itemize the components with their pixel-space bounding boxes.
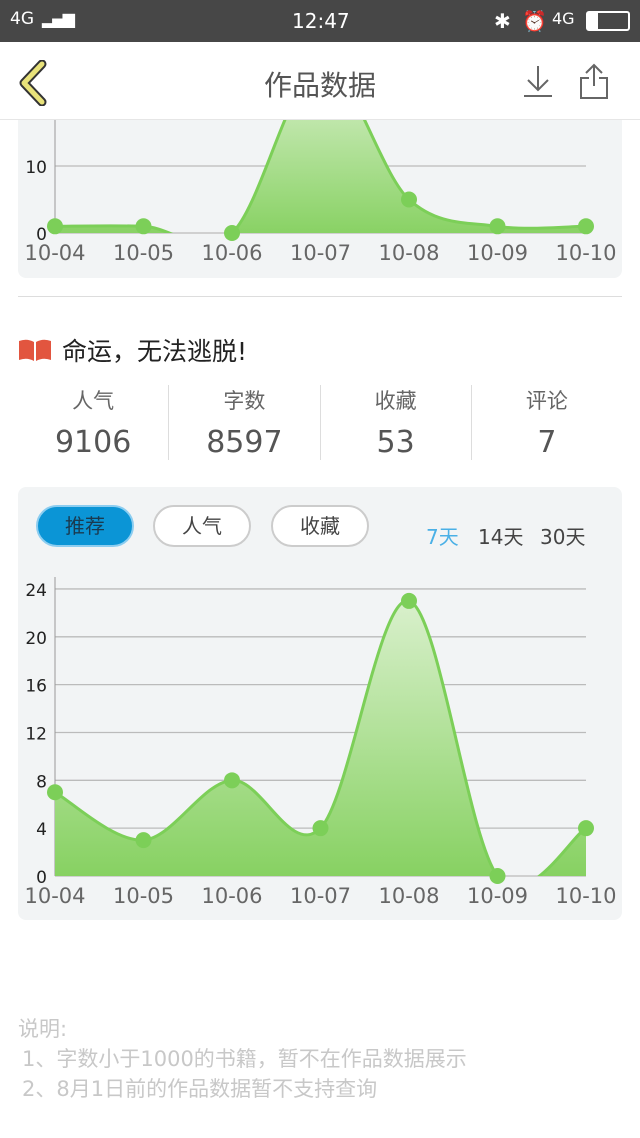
data-point — [135, 832, 152, 849]
data-point — [401, 191, 417, 208]
y-tick-label: 20 — [25, 629, 47, 649]
share-icon[interactable] — [578, 62, 610, 100]
x-tick-label: 10-06 — [201, 241, 262, 265]
y-tick-label: 12 — [25, 724, 47, 744]
chart-card: 推荐 人气 收藏 7天 14天 30天 0 4 8 12 16 20 24 10-04 10-0… — [18, 487, 622, 920]
series-area-group — [54, 599, 587, 876]
status-bar: 4G ▂▄▆ 12:47 ✱ ⏰ 4G — [0, 0, 640, 42]
top-chart-card: 0 10 10-04 10-05 10-06 10-07 10-08 10-09 10-10 — [18, 100, 622, 278]
stat-value: 9106 — [54, 425, 132, 460]
y-tick-label: 10 — [25, 158, 47, 178]
signal-icon: ▂▄▆ — [42, 9, 75, 28]
notes-title: 说明: — [18, 1017, 68, 1041]
tab-recommend[interactable]: 推荐 — [36, 505, 134, 547]
y-tick-label: 8 — [36, 772, 47, 792]
header: 作品数据 — [0, 42, 640, 120]
x-tick-label: 10-10 — [555, 884, 616, 908]
data-point — [578, 820, 594, 837]
bluetooth-icon: ✱ — [494, 9, 511, 33]
series-area — [55, 600, 586, 876]
stat-label: 人气 — [72, 389, 115, 413]
stat-favorites: 收藏 53 — [319, 385, 471, 460]
note-item: 2、8月1日前的作品数据暂不支持查询 — [22, 1077, 378, 1101]
stats-row: 人气 9106 字数 8597 收藏 53 评论 7 — [18, 385, 622, 460]
stat-label: 评论 — [525, 389, 568, 413]
data-point — [578, 218, 594, 235]
data-point — [312, 820, 329, 837]
stat-popularity: 人气 9106 — [18, 385, 168, 460]
book-title-row: 命运，无法逃脱! — [18, 332, 247, 368]
network-indicator-right: 4G — [552, 9, 575, 28]
book-title: 命运，无法逃脱! — [62, 337, 248, 366]
x-tick-label: 10-04 — [24, 241, 85, 265]
clock: 12:47 — [292, 9, 350, 33]
stat-comments: 评论 7 — [470, 385, 622, 460]
chevron-left-icon[interactable] — [18, 60, 48, 106]
data-point — [47, 784, 63, 801]
range-14-days[interactable]: 14天 — [478, 525, 524, 549]
stat-label: 字数 — [223, 389, 266, 413]
data-point — [489, 868, 506, 884]
note-item: 1、字数小于1000的书籍，暂不在作品数据展示 — [22, 1047, 467, 1071]
series-area-group — [54, 100, 587, 233]
recommend-chart: 0 4 8 12 16 20 24 10-04 10-05 10-06 10-07 10-08 10-0… — [24, 577, 617, 908]
x-tick-label: 10-09 — [467, 241, 528, 265]
top-chart: 0 10 10-04 10-05 10-06 10-07 10-08 10-09 10-10 — [24, 100, 617, 265]
y-tick-label: 24 — [25, 581, 47, 601]
download-icon[interactable] — [522, 64, 554, 98]
page-title: 作品数据 — [263, 69, 376, 102]
notes: 说明: 1、字数小于1000的书籍，暂不在作品数据展示 2、8月1日前的作品数据… — [18, 1014, 467, 1104]
y-tick-label: 4 — [36, 820, 47, 840]
x-tick-label: 10-05 — [113, 241, 174, 265]
alarm-icon: ⏰ — [522, 9, 547, 33]
x-tick-label: 10-09 — [467, 884, 528, 908]
x-tick-label: 10-04 — [24, 884, 85, 908]
x-tick-label: 10-06 — [201, 884, 262, 908]
data-point — [135, 218, 152, 235]
stat-word-count: 字数 8597 — [168, 385, 319, 460]
stat-value: 8597 — [206, 425, 283, 460]
data-point — [224, 772, 240, 789]
x-tick-label: 10-07 — [290, 241, 351, 265]
stat-label: 收藏 — [374, 389, 417, 413]
data-point — [224, 225, 240, 241]
x-tick-label: 10-05 — [113, 884, 174, 908]
x-tick-label: 10-07 — [290, 884, 351, 908]
divider — [18, 296, 622, 297]
y-tick-label: 16 — [25, 677, 47, 697]
y-tick-label: 0 — [36, 868, 47, 888]
series-area — [55, 100, 586, 233]
data-point — [401, 592, 417, 609]
data-point — [489, 218, 506, 235]
tab-favorites[interactable]: 收藏 — [271, 505, 369, 547]
x-tick-label: 10-08 — [378, 884, 439, 908]
x-tick-label: 10-08 — [378, 241, 439, 265]
tab-popularity[interactable]: 人气 — [153, 505, 251, 547]
book-icon — [19, 339, 51, 361]
range-30-days[interactable]: 30天 — [540, 525, 586, 549]
x-tick-label: 10-10 — [555, 241, 616, 265]
y-tick-label: 0 — [36, 225, 47, 245]
range-7-days[interactable]: 7天 — [426, 525, 459, 549]
network-indicator: 4G — [10, 9, 34, 29]
stat-value: 7 — [537, 425, 557, 460]
battery-icon — [586, 11, 630, 31]
stat-value: 53 — [376, 425, 415, 460]
data-point — [47, 218, 63, 235]
